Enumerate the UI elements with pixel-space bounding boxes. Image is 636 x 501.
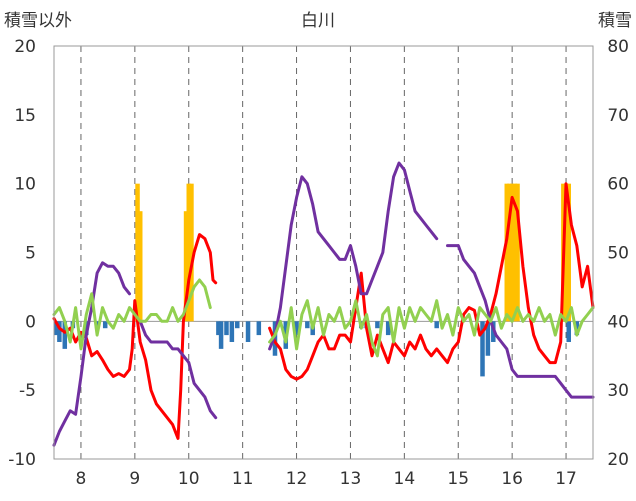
blue_bars-bar-17	[305, 321, 310, 329]
x-tick-labels: 8 9 10 11 12 13 14 15 16 17	[76, 469, 577, 489]
purple-line-1	[138, 319, 218, 420]
orange_bars-bar-8	[512, 183, 518, 322]
orange_bars-bar-7	[509, 183, 515, 322]
y-right-tick-50: 50	[607, 244, 629, 264]
y-left-axis-label: 積雪以外	[4, 11, 72, 31]
y-left-tick-labels: 20 15 10 5 0 -5 -10	[8, 37, 36, 470]
x-tick-13: 13	[340, 469, 362, 489]
orange_bars-bar-2	[183, 211, 189, 322]
red-line-1	[268, 182, 595, 381]
y-right-tick-20: 20	[607, 450, 629, 470]
purple-line-2	[268, 161, 439, 351]
blue_bars-bar-8	[218, 321, 224, 349]
x-tick-15: 15	[447, 469, 469, 489]
y-left-tick-5: 5	[25, 244, 36, 264]
blue_bars-bar-25	[485, 321, 491, 356]
blue_bars-bar-27	[566, 321, 571, 342]
y-right-tick-30: 30	[607, 381, 629, 401]
green-line-1	[268, 299, 595, 358]
green-line-0	[52, 278, 212, 351]
x-tick-11: 11	[232, 469, 254, 489]
y-right-tick-60: 60	[607, 175, 629, 195]
x-tick-16: 16	[501, 469, 523, 489]
blue_bars-bar-0	[54, 321, 59, 336]
y-right-tick-80: 80	[607, 37, 629, 57]
y-right-tick-labels: 80 70 60 50 40 30 20	[607, 37, 629, 470]
blue_bars-bar-21	[375, 321, 380, 329]
blue_bars-bar-10	[229, 321, 235, 342]
orange_bars-bar-6	[507, 183, 512, 322]
chart-title: 白川	[301, 11, 335, 31]
y-left-tick--5: -5	[19, 381, 36, 401]
x-tick-14: 14	[394, 469, 416, 489]
blue_bars-bar-24	[480, 321, 485, 377]
gridlines	[54, 46, 593, 459]
blue_bars-bar-23	[434, 321, 439, 329]
blue_bars-bar-11	[235, 321, 240, 329]
y-right-tick-40: 40	[607, 312, 629, 332]
series-lines	[52, 161, 595, 447]
purple-line-0	[52, 261, 131, 447]
blue_bars-bar-6	[102, 321, 108, 329]
y-left-tick--10: -10	[8, 450, 36, 470]
purple-line-3	[446, 244, 595, 399]
orange_bars-bar-3	[186, 183, 191, 322]
x-tick-17: 17	[555, 469, 577, 489]
y-right-axis-label: 積雪	[598, 11, 632, 31]
blue_bars-bar-1	[57, 321, 62, 342]
y-left-tick-0: 0	[25, 312, 36, 332]
orange_bars-bar-11	[563, 183, 569, 322]
x-tick-9: 9	[129, 469, 140, 489]
blue_bars-bar-22	[385, 321, 391, 336]
y-left-tick-20: 20	[14, 37, 36, 57]
blue_bars-bar-2	[62, 321, 68, 349]
orange_bars-bar-9	[515, 183, 520, 322]
blue_bars-bar-12	[245, 321, 251, 342]
plot-frame	[53, 45, 594, 460]
blue_bars-bar-16	[294, 321, 299, 336]
blue_bars-bar-7	[216, 321, 221, 336]
y-right-tick-70: 70	[607, 106, 629, 126]
x-tick-12: 12	[286, 469, 308, 489]
x-tick-8: 8	[76, 469, 87, 489]
blue_bars-bar-13	[256, 321, 262, 336]
orange_bars-bar-0	[135, 183, 140, 322]
orange_bars-bar-4	[189, 183, 194, 322]
y-left-tick-10: 10	[14, 175, 36, 195]
orange_bars-bar-1	[137, 211, 143, 322]
y-left-tick-15: 15	[14, 106, 36, 126]
orange_bars-bar-12	[566, 183, 571, 322]
plot-border	[53, 45, 594, 460]
orange_bars-bar-5	[504, 183, 510, 322]
blue_bars-bar-9	[224, 321, 229, 336]
x-tick-10: 10	[178, 469, 200, 489]
